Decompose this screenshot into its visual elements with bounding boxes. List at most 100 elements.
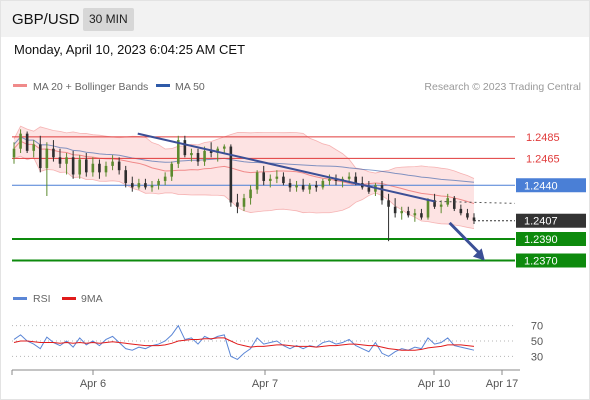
forecast-arrow-head [472,248,485,261]
ma50-legend-label: MA 50 [175,81,205,93]
candle-body [347,176,351,179]
time-tick-label: Apr 6 [80,378,106,390]
rsi-legend-swatch [13,297,27,300]
candle-body [176,140,180,164]
bollinger-legend-swatch [13,84,27,87]
candle-body [170,163,174,177]
resistance-2-label: 1.2485 [526,132,560,144]
candle-body [282,176,285,184]
candle-body [433,200,436,207]
candle-body [124,170,128,184]
pivot-tag [516,178,586,193]
candle-body [190,153,193,156]
candle-body [137,183,141,188]
candle-body [19,133,22,149]
candle-body [242,198,246,207]
candle-body [275,176,279,179]
candle-body [452,198,456,209]
rsi-tick-label: 30 [531,351,543,363]
candle-body [229,146,233,203]
candle-body [216,148,220,153]
header-bar: GBP/USD 30 MIN [1,1,589,37]
time-tick-label: Apr 10 [418,378,450,390]
rsi-ma-legend-swatch [62,297,76,300]
support-1-label: 1.2390 [524,234,558,246]
ma50-line [13,136,475,183]
rsi-plot-area: 70 50 30 [12,321,543,363]
candle-body [406,211,410,216]
candle-body [255,172,259,190]
bollinger-band [14,126,474,229]
candle-body [98,163,101,173]
candle-body [65,157,68,164]
candle-body [196,153,200,162]
candle-body [420,213,423,218]
candle-body [466,213,469,218]
candle-body [157,180,160,186]
candle-body [45,148,49,169]
candle-body [183,140,187,156]
candle-body [380,185,384,201]
currency-pair-title: GBP/USD [12,11,80,28]
candle-body [459,208,463,214]
pivot-label: 1.2440 [524,180,558,192]
candle-body [295,185,298,188]
rsi-ma-line [13,337,475,351]
resistance-trendline [137,132,435,203]
candle-body [91,163,95,173]
timestamp: Monday, April 10, 2023 6:04:25 AM CET [14,42,246,57]
candle-body [236,202,239,207]
trendline-extension [434,200,516,204]
candle-body [249,189,252,199]
candle-body [314,185,318,188]
candle-body [393,206,397,214]
candle-body [446,198,450,205]
rsi-tick-label: 70 [531,321,543,333]
candle-body [268,178,272,181]
candle-body [71,157,75,175]
forecast-arrow-shaft [448,221,482,256]
rsi-legend-label: RSI [33,293,51,305]
candle-body [222,146,226,149]
timeframe-badge[interactable]: 30 MIN [83,8,134,31]
credit-text: Research © 2023 Trading Central [424,81,581,93]
candle-body [439,204,443,207]
current-price-tag [516,213,586,228]
candle-body [262,172,266,181]
candle-body [32,144,36,151]
candle-body [301,185,305,190]
resistance-1-label: 1.2465 [526,153,560,165]
rsi-tick-label: 50 [531,336,543,348]
candle-body [367,187,371,192]
rsi-ma-legend-label: 9MA [81,293,103,305]
candle-body [413,213,417,216]
candle-body [288,183,292,188]
candle-body [52,148,55,158]
candle-body [130,183,134,188]
candle-body [58,157,62,164]
candle-body [111,161,114,166]
current-price-label: 1.2407 [524,216,558,228]
price-plot-area: 1.2485 1.2465 1.2440 1.2407 1.2390 1.2370 [12,125,586,268]
candle-body [426,200,430,218]
time-axis: Apr 6 Apr 7 Apr 10 Apr 17 [11,369,520,390]
bollinger-legend-label: MA 20 + Bollinger Bands [33,81,148,93]
bollinger-upper-line [13,125,475,179]
candle-body [25,133,29,151]
ma20-line [13,140,475,205]
candle-body [12,148,16,158]
candle-body [150,185,154,188]
support-1-tag [516,232,586,246]
time-tick-label: Apr 7 [252,378,278,390]
time-tick-label: Apr 17 [486,378,518,390]
candle-body [387,200,390,207]
candle-body [38,144,42,169]
candle-body [472,217,476,221]
rsi-line [13,324,475,360]
candle-body [328,178,331,181]
candle-body [209,150,213,153]
support-2-label: 1.2370 [524,256,558,268]
candle-body [84,159,88,173]
ma50-legend-swatch [156,84,170,87]
